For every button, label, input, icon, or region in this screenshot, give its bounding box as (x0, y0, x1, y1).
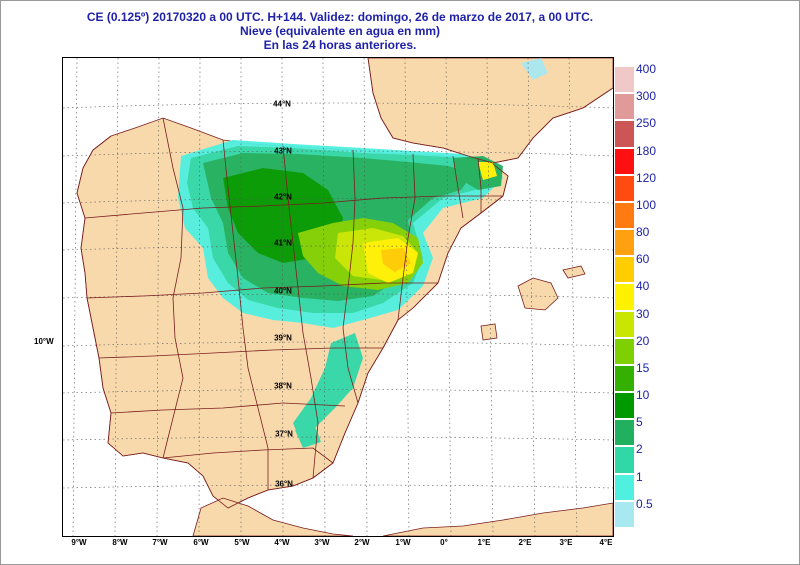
snow-fields (178, 58, 548, 448)
legend-swatch-80 (615, 230, 634, 256)
lat-label-37n: 37°N (275, 429, 293, 439)
lat-label-36n: 36°N (275, 479, 293, 489)
legend-swatch-15 (615, 365, 634, 392)
legend-label-60: 60 (636, 252, 650, 267)
lat-label-41n: 41°N (274, 238, 292, 248)
legend-swatch-30 (615, 311, 634, 337)
legend-swatch-0-5 (615, 501, 634, 527)
lon-label-0: 0° (440, 538, 448, 547)
admin-borders (76, 58, 613, 509)
legend-swatch-180 (615, 148, 634, 174)
ibiza-land (480, 323, 498, 341)
title-line-period: En las 24 horas anteriores. (263, 38, 417, 52)
legend-label-300: 300 (636, 89, 657, 104)
lon-label-1e: 1°E (477, 538, 491, 547)
lon-label-4w: 4°W (274, 538, 290, 547)
mallorca-land (517, 277, 559, 311)
snow-cantabria-patch (521, 58, 548, 80)
map-title-block: CE (0.125º) 20170320 a 00 UTC. H+144. Va… (0, 10, 680, 52)
lat-label-43n: 43°N (274, 146, 292, 156)
legend-swatch-10 (615, 393, 634, 419)
legend-swatch-60 (615, 257, 634, 283)
lon-label-10w: 10°W (34, 337, 54, 346)
lon-label-3e: 3°E (559, 538, 573, 547)
snow-map (62, 57, 614, 537)
lon-label-5w: 5°W (234, 538, 250, 547)
lon-label-2w: 2°W (354, 538, 370, 547)
lon-label-1w: 1°W (395, 538, 411, 547)
legend-label-400: 400 (636, 62, 657, 76)
legend-label-100: 100 (636, 197, 657, 212)
lon-label-3w: 3°W (314, 538, 330, 547)
legend-swatch-5 (615, 420, 634, 446)
lon-label-2e: 2°E (518, 538, 532, 547)
lat-label-38n: 38°N (274, 381, 292, 391)
legend-label-0-5: 0.5 (636, 496, 653, 511)
lat-label-42n: 42°N (274, 192, 292, 202)
lat-label-40n: 40°N (274, 286, 292, 296)
title-line-variable: Nieve (equivalente en agua en mm) (239, 24, 441, 38)
legend-swatch-100 (615, 202, 634, 229)
legend-label-20: 20 (636, 333, 650, 348)
legend-swatch-2 (615, 447, 634, 473)
lat-label-44n: 44°N (273, 99, 291, 109)
map-canvas (63, 58, 613, 536)
menorca-land (562, 265, 586, 279)
legend-label-10: 10 (636, 388, 650, 403)
legend-swatch-300 (615, 94, 634, 120)
lon-label-8w: 8°W (112, 538, 128, 547)
lon-label-4e: 4°E (599, 538, 613, 547)
legend-label-1: 1 (636, 469, 643, 484)
snow-sierra-nevada (295, 426, 321, 448)
legend-swatch-400 (615, 67, 634, 93)
legend-label-40: 40 (636, 279, 650, 294)
lat-label-39n: 39°N (274, 333, 292, 343)
legend-label-30: 30 (636, 306, 650, 321)
lon-label-7w: 7°W (152, 538, 168, 547)
legend-label-5: 5 (636, 415, 643, 430)
africa-land (192, 497, 354, 536)
legend-swatch-250 (615, 121, 634, 147)
title-line-run: CE (0.125º) 20170320 a 00 UTC. H+144. Va… (86, 10, 594, 24)
legend-label-15: 15 (636, 360, 650, 375)
snow-south-patch (293, 333, 363, 438)
legend-swatch-120 (615, 175, 634, 201)
legend-swatch-20 (615, 338, 634, 364)
legend-label-180: 180 (636, 143, 657, 158)
legend-label-250: 250 (636, 116, 657, 131)
legend-label-80: 80 (636, 225, 650, 240)
legend-colorbar (615, 67, 634, 529)
legend-swatch-40 (615, 284, 634, 310)
snow-60mm (381, 248, 411, 272)
africa-land-east (382, 502, 613, 536)
lon-label-9w: 9°W (71, 538, 87, 547)
legend-swatch-1 (615, 474, 634, 500)
legend-label-2: 2 (636, 442, 643, 457)
legend-label-120: 120 (636, 170, 657, 185)
lon-label-6w: 6°W (193, 538, 209, 547)
snow-pyrenees-peak (478, 162, 497, 180)
